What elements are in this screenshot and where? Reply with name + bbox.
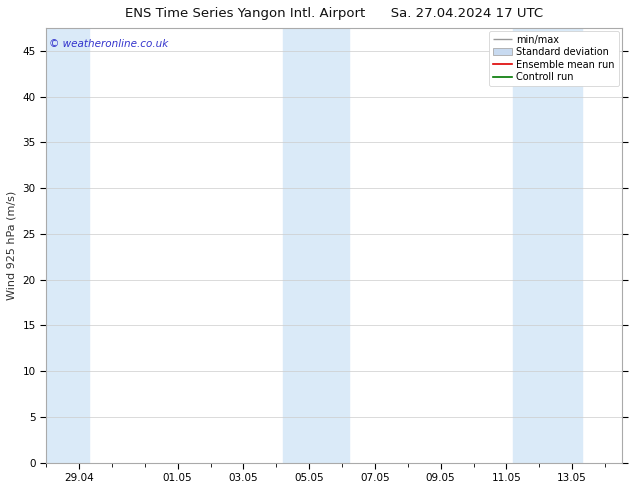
Bar xyxy=(46,28,89,463)
Legend: min/max, Standard deviation, Ensemble mean run, Controll run: min/max, Standard deviation, Ensemble me… xyxy=(489,31,619,86)
Title: ENS Time Series Yangon Intl. Airport      Sa. 27.04.2024 17 UTC: ENS Time Series Yangon Intl. Airport Sa.… xyxy=(125,7,543,20)
Bar xyxy=(513,28,582,463)
Bar xyxy=(283,28,349,463)
Text: © weatheronline.co.uk: © weatheronline.co.uk xyxy=(49,39,168,49)
Y-axis label: Wind 925 hPa (m/s): Wind 925 hPa (m/s) xyxy=(7,191,17,300)
